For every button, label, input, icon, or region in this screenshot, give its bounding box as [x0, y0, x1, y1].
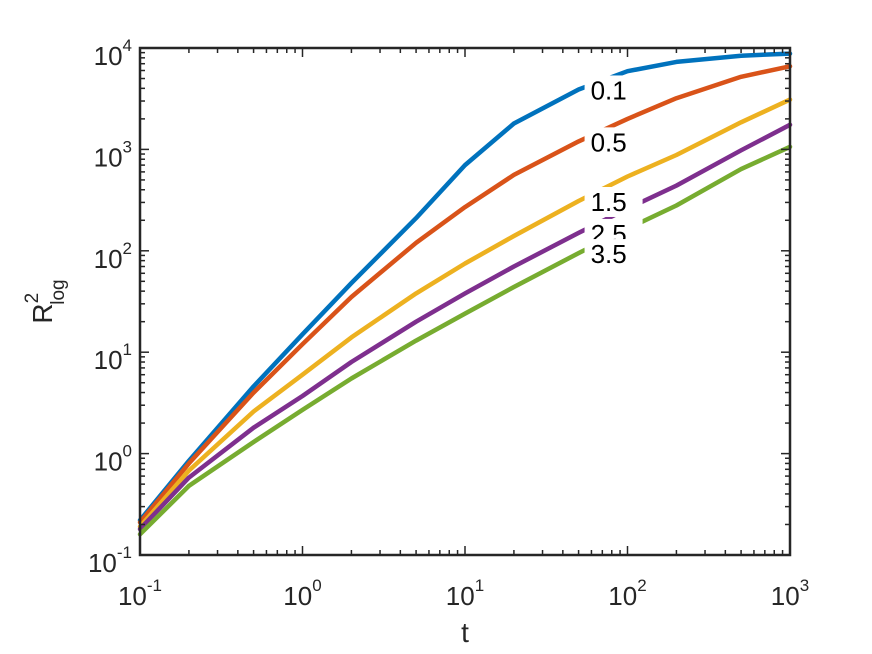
series-label-1-5: 1.5 — [591, 187, 627, 217]
series-line-0-1 — [137, 51, 793, 523]
series-line-3-5 — [137, 144, 793, 537]
y-tick-label: 103 — [94, 137, 132, 172]
x-tick-label: 100 — [283, 576, 321, 611]
x-tick-label: 102 — [608, 576, 646, 611]
series-label-bg-0-1 — [584, 75, 643, 106]
y-tick-label: 100 — [94, 442, 132, 477]
series-line-1-5 — [137, 97, 793, 529]
y-axis-label-superscript: 2 — [22, 293, 43, 304]
series-label-bg-0-5 — [584, 127, 643, 158]
x-tick-label: 10-1 — [118, 576, 162, 611]
series-label-0-1: 0.1 — [591, 75, 627, 105]
series-label-bg-1-5 — [584, 186, 643, 217]
plot-area — [140, 48, 790, 555]
x-tick-label: 103 — [771, 576, 809, 611]
y-tick-label: 10-1 — [88, 543, 132, 578]
series-label-0-5: 0.5 — [591, 127, 627, 157]
y-tick-label: 101 — [94, 340, 132, 375]
tick-labels: 10-1 100 101 102 103 10-1 100 101 102 103 104 — [88, 36, 809, 611]
axes — [138, 46, 792, 557]
series-line-0-5 — [137, 64, 793, 525]
series-labels: 0.10.51.52.53.5 — [584, 75, 643, 270]
y-tick-label: 102 — [94, 239, 132, 274]
series-label-bg-3-5 — [584, 239, 643, 270]
x-axis-label: t — [461, 617, 469, 648]
series-label-3-5: 3.5 — [591, 239, 627, 269]
plot-background — [140, 48, 790, 555]
series-lines — [137, 51, 793, 537]
y-axis-label-base: R — [27, 303, 58, 323]
y-axis-label: R2 log — [22, 279, 69, 323]
x-tick-label: 101 — [446, 576, 484, 611]
y-tick-label: 104 — [94, 36, 132, 71]
series-line-2-5 — [137, 122, 793, 532]
y-axis-label-subscript: log — [48, 279, 69, 304]
